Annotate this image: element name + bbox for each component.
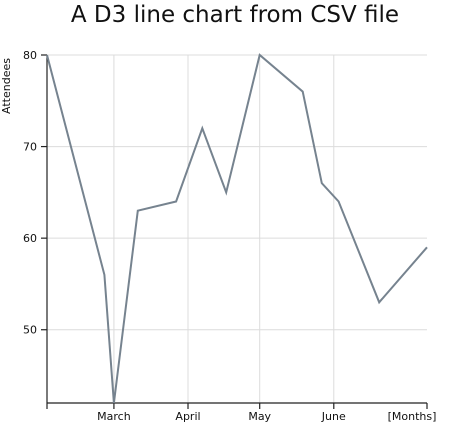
x-tick-label: May [248, 410, 271, 423]
y-tick-label: 70 [23, 141, 37, 154]
axes: 50 60 70 80 March April May June [23, 49, 428, 423]
series-line [46, 53, 428, 404]
chart-title: A D3 line chart from CSV file [71, 2, 399, 28]
y-axis-label: Attendees [0, 58, 13, 114]
x-tick-label: June [321, 410, 346, 423]
x-tick-label: March [97, 410, 131, 423]
y-tick-label: 50 [23, 324, 37, 337]
grid [47, 54, 427, 403]
series-layer [46, 53, 428, 404]
x-tick-label: April [175, 410, 200, 423]
x-axis-label: [Months] [388, 410, 437, 423]
y-tick-label: 80 [23, 49, 37, 62]
y-tick-label: 60 [23, 232, 37, 245]
